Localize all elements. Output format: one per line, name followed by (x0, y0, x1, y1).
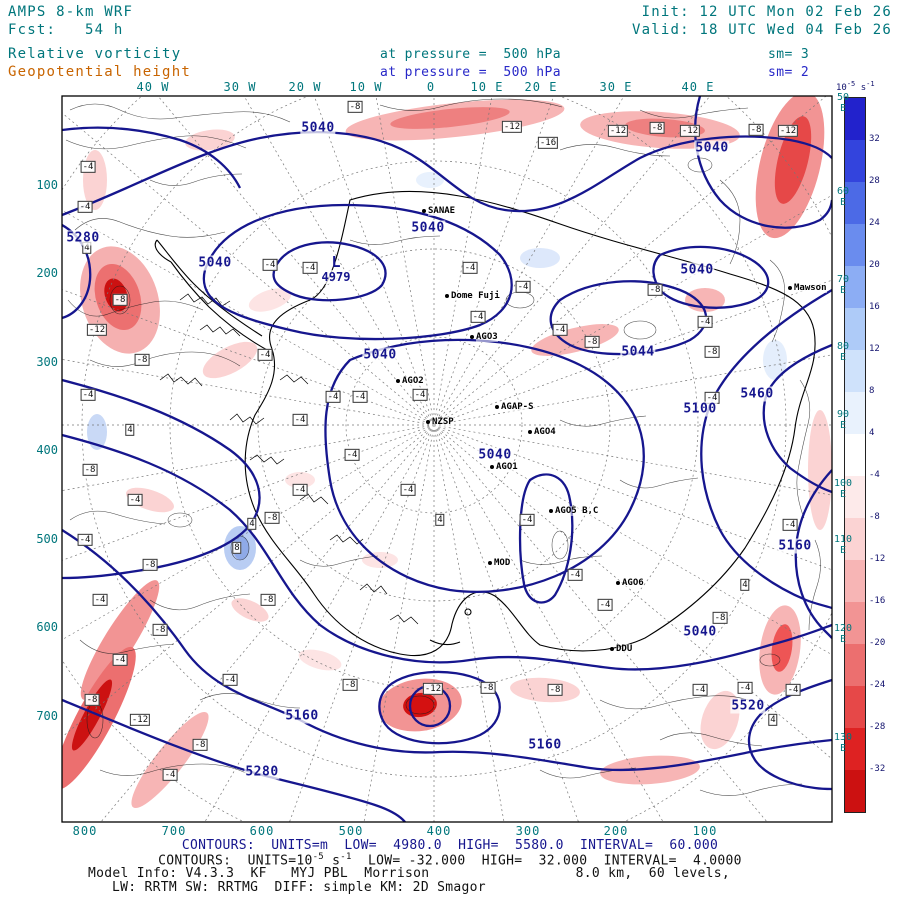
colorbar-segment (845, 266, 865, 308)
height-contour-info: CONTOURS: UNITS=m LOW= 4980.0 HIGH= 5580… (181, 838, 719, 853)
coastline (154, 190, 816, 656)
colorbar-segment (845, 392, 865, 434)
valid-time: Valid: 18 UTC Wed 04 Feb 26 (632, 22, 892, 38)
field1-level: at pressure = 500 hPa (380, 47, 561, 62)
colorbar (844, 97, 866, 813)
vorticity-shading (62, 96, 832, 809)
colorbar-segment (845, 518, 865, 560)
colorbar-segment (845, 224, 865, 266)
field2-name: Geopotential height (8, 64, 191, 80)
field1-smoothing: sm= 3 (768, 47, 810, 62)
colorbar-segment (845, 602, 865, 644)
colorbar-segment (845, 140, 865, 182)
field2-smoothing: sm= 2 (768, 65, 810, 80)
colorbar-units: 10-5 s-1 (836, 80, 875, 93)
map-frame (61, 95, 833, 823)
colorbar-segment (845, 560, 865, 602)
terrain-contours (159, 293, 419, 625)
colorbar-segment (845, 686, 865, 728)
colorbar-segment (845, 476, 865, 518)
field2-level: at pressure = 500 hPa (380, 65, 561, 80)
colorbar-segment (845, 98, 865, 140)
colorbar-segment (845, 728, 865, 770)
init-time: Init: 12 UTC Mon 02 Feb 26 (641, 4, 892, 20)
model-title: AMPS 8-km WRF (8, 4, 134, 20)
colorbar-segment (845, 350, 865, 392)
vorticity-contour-info: CONTOURS: UNITS=10-5 s-1 LOW= -32.000 HI… (158, 852, 742, 869)
model-info-line2: LW: RRTM SW: RRTMG DIFF: simple KM: 2D S… (112, 880, 486, 895)
colorbar-segment (845, 644, 865, 686)
colorbar-segment (845, 770, 865, 812)
forecast-hour: Fcst: 54 h (8, 22, 124, 38)
field1-name: Relative vorticity (8, 46, 182, 62)
model-info-line1: Model Info: V4.3.3 KF MYJ PBL Morrison 8… (88, 866, 731, 881)
height-contours (62, 96, 832, 822)
colorbar-segment (845, 182, 865, 224)
colorbar-segment (845, 308, 865, 350)
colorbar-segment (845, 434, 865, 476)
